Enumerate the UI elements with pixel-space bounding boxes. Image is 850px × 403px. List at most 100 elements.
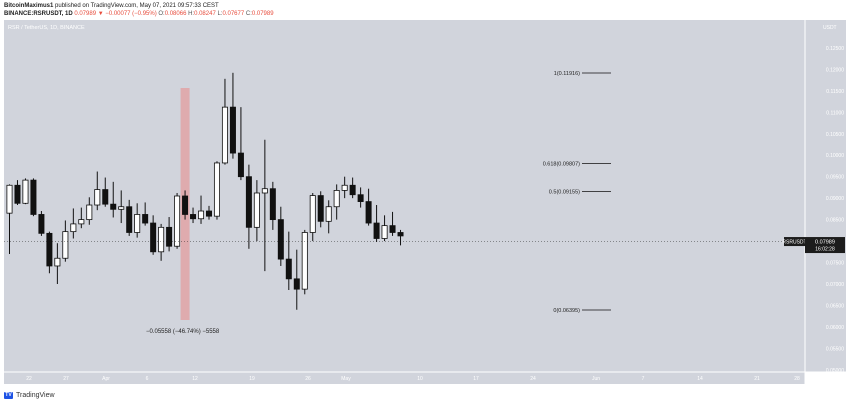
price-axis-background[interactable] [805,20,846,372]
candle[interactable] [389,211,396,236]
candle[interactable] [277,206,284,266]
candle-body [150,222,157,253]
candle[interactable] [293,249,300,310]
candle[interactable] [6,184,13,254]
price-tick-label: 0.07000 [826,282,844,288]
candle[interactable] [166,217,173,252]
candle-body [118,206,125,210]
candle[interactable] [205,205,212,220]
price-tick-label: 0.10500 [826,132,844,138]
candle[interactable] [397,229,404,246]
candle-body [78,219,85,225]
price-tick-label: 0.12000 [826,67,844,73]
candle[interactable] [190,207,197,224]
price-tick-label: 0.06000 [826,325,844,331]
candle[interactable] [174,192,181,249]
candle[interactable] [110,181,117,218]
candle-body [94,189,101,206]
candle[interactable] [349,177,356,199]
publisher-name[interactable]: BitcoinMaximus1 [4,3,54,9]
candle[interactable] [333,184,340,220]
candle[interactable] [221,78,228,165]
candle[interactable] [38,211,45,236]
candle[interactable] [373,205,380,242]
candle-body [205,210,212,217]
fib-label: 0.618(0.09807) [543,162,580,168]
candle[interactable] [365,188,372,226]
candle[interactable] [381,215,388,242]
candle-body [373,222,380,239]
symbol-tag-label: RSRUSDT [782,240,806,246]
fib-label: 0.5(0.09155) [549,189,580,195]
price-tick-label: 0.05000 [826,368,844,374]
price-tick-label: 0.09000 [826,196,844,202]
time-tick-label: 24 [530,376,536,382]
candle[interactable] [357,187,364,208]
candle[interactable] [213,161,220,220]
price-tick-label: 0.06500 [826,303,844,309]
candle[interactable] [245,164,252,249]
candle[interactable] [325,200,332,234]
candle[interactable] [134,203,141,238]
candle[interactable] [229,72,236,159]
symbol-info: BINANCE:RSRUSDT, 1D 0.07989 ▼ −0.00077 (… [4,10,274,18]
candle-body [14,184,21,204]
fib-label: 1(0.11916) [554,71,580,77]
candle[interactable] [285,231,292,291]
candle[interactable] [150,215,157,255]
candle[interactable] [86,197,93,225]
candle[interactable] [54,243,61,284]
candle[interactable] [70,208,77,239]
candle[interactable] [46,231,53,274]
time-tick-label: 12 [192,376,198,382]
candle-body [174,195,181,247]
candle-body [158,226,165,253]
candle[interactable] [237,107,244,181]
candle[interactable] [22,178,29,205]
currency-label: USDT [823,25,837,31]
candle-body [198,210,205,220]
candle[interactable] [30,178,37,217]
candle-body [6,184,13,214]
candle[interactable] [309,192,316,242]
candle-body [221,106,228,164]
candle[interactable] [198,195,205,224]
candle[interactable] [14,180,21,206]
candle-body [62,231,69,259]
time-tick-label: 10 [417,376,423,382]
published-text: published on TradingView.com, May 07, 20… [55,3,219,9]
candle[interactable] [269,181,276,230]
candle[interactable] [62,220,69,262]
candle-body [126,206,133,233]
measure-label: −0.05558 (−46.74%) −5558 [146,329,220,335]
candle[interactable] [253,180,260,242]
price-tick-label: 0.12500 [826,46,844,52]
candle[interactable] [102,177,109,207]
candle[interactable] [261,139,268,272]
candle[interactable] [341,176,348,199]
candle[interactable] [317,191,324,228]
candle[interactable] [78,207,85,229]
candle[interactable] [94,171,101,211]
candle-body [277,219,284,260]
time-axis-background[interactable] [4,372,805,384]
time-tick-label: 6 [146,376,149,382]
tradingview-label[interactable]: TradingView [16,392,55,399]
price-tag-countdown: 16:02:28 [815,247,835,253]
candle[interactable] [126,199,133,236]
tradingview-logo-icon[interactable]: TV [4,392,13,399]
price-tag [805,237,845,254]
candle[interactable] [182,190,189,220]
time-tick-label: May [341,376,351,382]
plot-background[interactable] [4,20,805,372]
time-tick-label: 17 [473,376,479,382]
time-tick-label: 7 [642,376,645,382]
last-price: 0.07989 [74,11,97,17]
candle[interactable] [142,202,149,226]
candle[interactable] [158,223,165,261]
candle[interactable] [118,190,125,224]
candle[interactable] [301,229,308,295]
candle-body [341,184,348,191]
time-tick-label: 22 [26,376,32,382]
